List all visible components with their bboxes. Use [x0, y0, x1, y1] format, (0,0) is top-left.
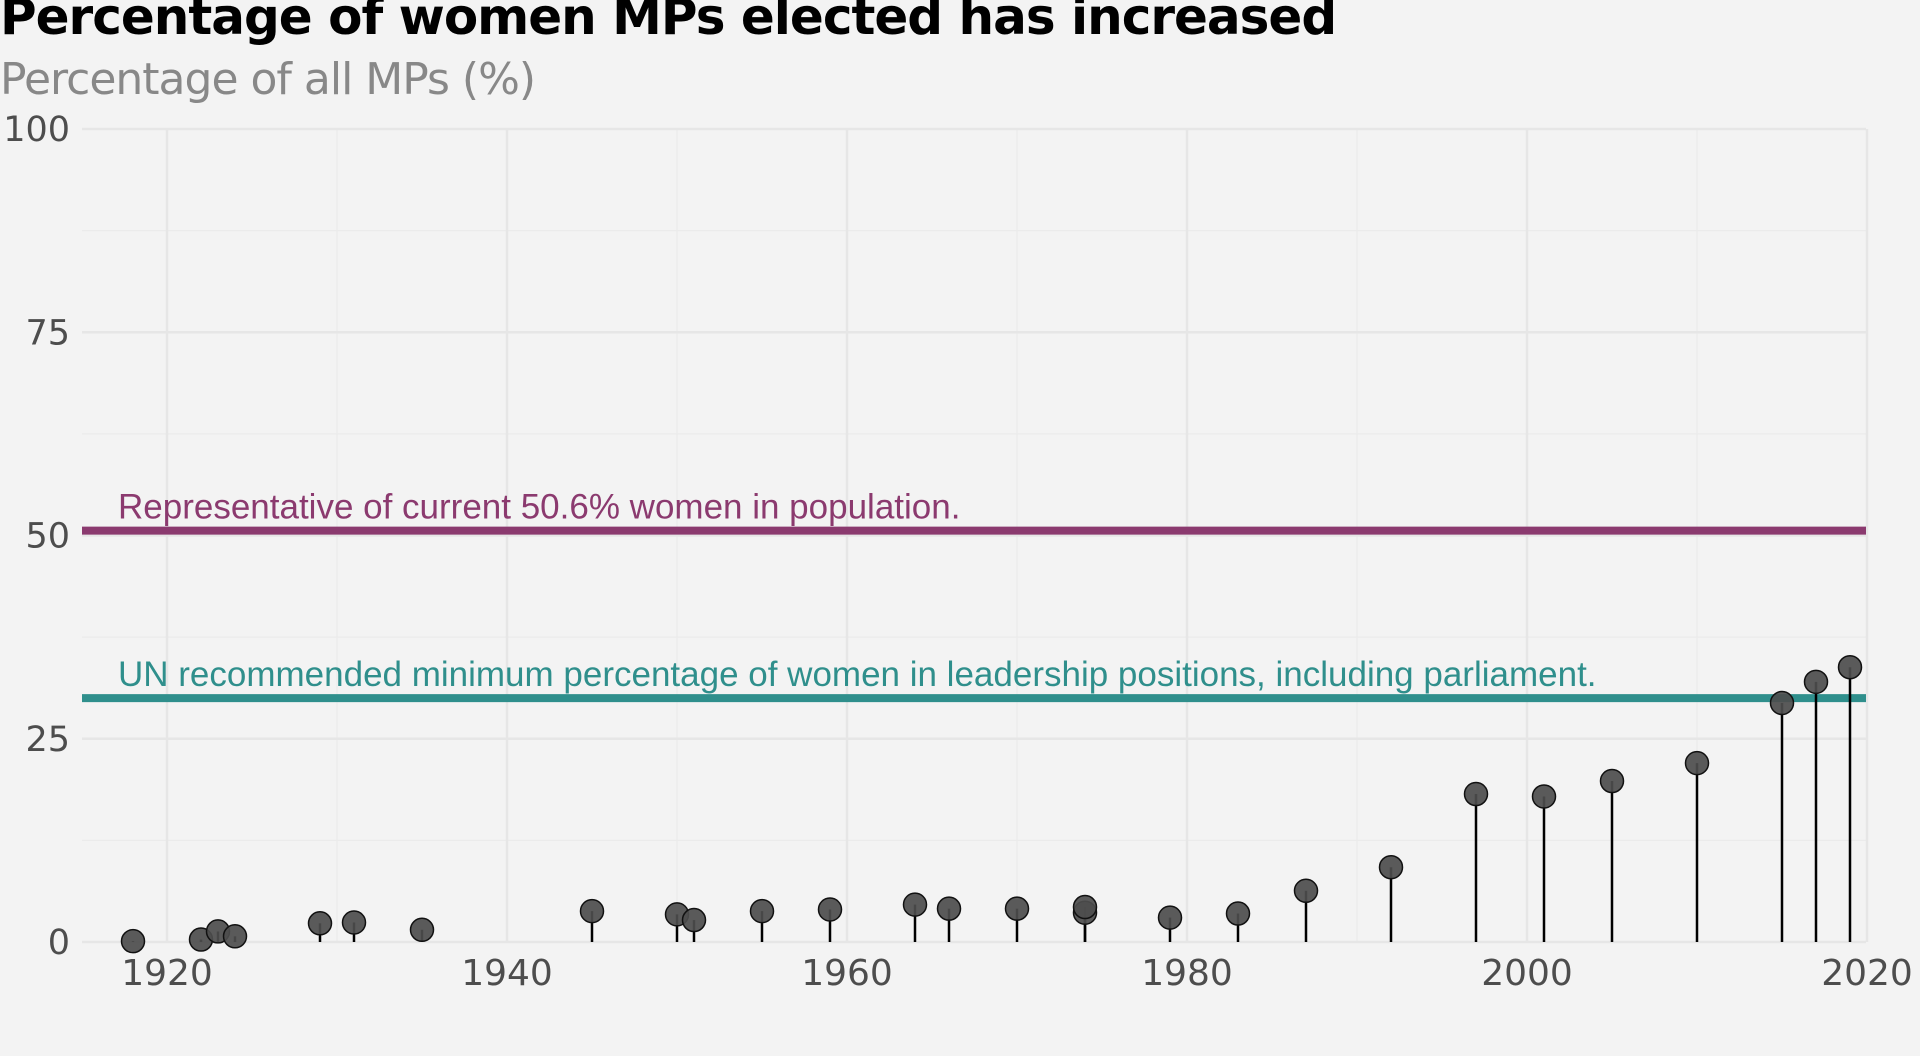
x-tick-label: 1960 — [801, 953, 893, 994]
lollipop-point — [902, 892, 928, 917]
y-tick-label: 0 — [48, 923, 70, 963]
x-tick-label: 1940 — [461, 953, 553, 994]
chart-title: Percentage of women MPs elected has incr… — [0, 0, 1337, 46]
lollipop-point — [681, 907, 707, 933]
lollipop-point — [749, 898, 775, 924]
lollipop-stems — [131, 667, 1852, 942]
x-tick-label: 1920 — [121, 953, 213, 994]
lollipop-point — [817, 897, 843, 922]
lollipop-point — [1769, 690, 1795, 716]
un-minimum-line-label: UN recommended minimum percentage of wom… — [118, 655, 1597, 694]
y-tick-label: 50 — [25, 517, 70, 557]
lollipop-point — [1463, 781, 1489, 807]
x-tick-label: 2000 — [1481, 953, 1573, 994]
lollipop-points — [120, 654, 1863, 954]
y-tick-label: 25 — [25, 720, 70, 760]
x-axis-ticks: 1920 1940 1960 1980 2000 2020 — [121, 953, 1913, 994]
lollipop-point — [1157, 905, 1183, 930]
lollipop-point — [1803, 669, 1829, 695]
lollipop-point — [341, 910, 367, 935]
lollipop-point — [1837, 654, 1863, 680]
lollipop-point — [1684, 750, 1710, 776]
major-gridlines — [82, 127, 1869, 944]
lollipop-point — [579, 898, 605, 924]
lollipop-point — [1378, 854, 1404, 880]
lollipop-point — [1599, 768, 1625, 794]
lollipop-point — [1293, 878, 1319, 904]
lollipop-point — [936, 896, 962, 921]
lollipop-point — [307, 911, 333, 936]
y-tick-label: 100 — [3, 110, 70, 150]
lollipop-point — [1072, 894, 1098, 920]
lollipop-point — [1225, 901, 1251, 926]
population-line-label: Representative of current 50.6% women in… — [118, 488, 960, 527]
reference-lines: Representative of current 50.6% women in… — [82, 488, 1866, 703]
lollipop-point — [120, 928, 146, 954]
x-tick-label: 1980 — [1141, 953, 1233, 994]
y-axis-ticks: 0 25 50 75 100 — [3, 110, 70, 963]
lollipop-point — [409, 917, 435, 943]
lollipop-point — [222, 924, 248, 949]
x-tick-label: 2020 — [1821, 953, 1913, 994]
y-tick-label: 75 — [25, 313, 70, 353]
lollipop-point — [1531, 784, 1557, 809]
chart-subtitle: Percentage of all MPs (%) — [0, 54, 536, 105]
lollipop-point — [1004, 896, 1030, 921]
